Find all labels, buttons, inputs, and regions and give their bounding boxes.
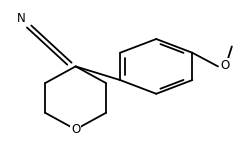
Text: N: N — [17, 12, 26, 25]
Text: O: O — [71, 123, 80, 136]
Text: O: O — [220, 59, 230, 72]
